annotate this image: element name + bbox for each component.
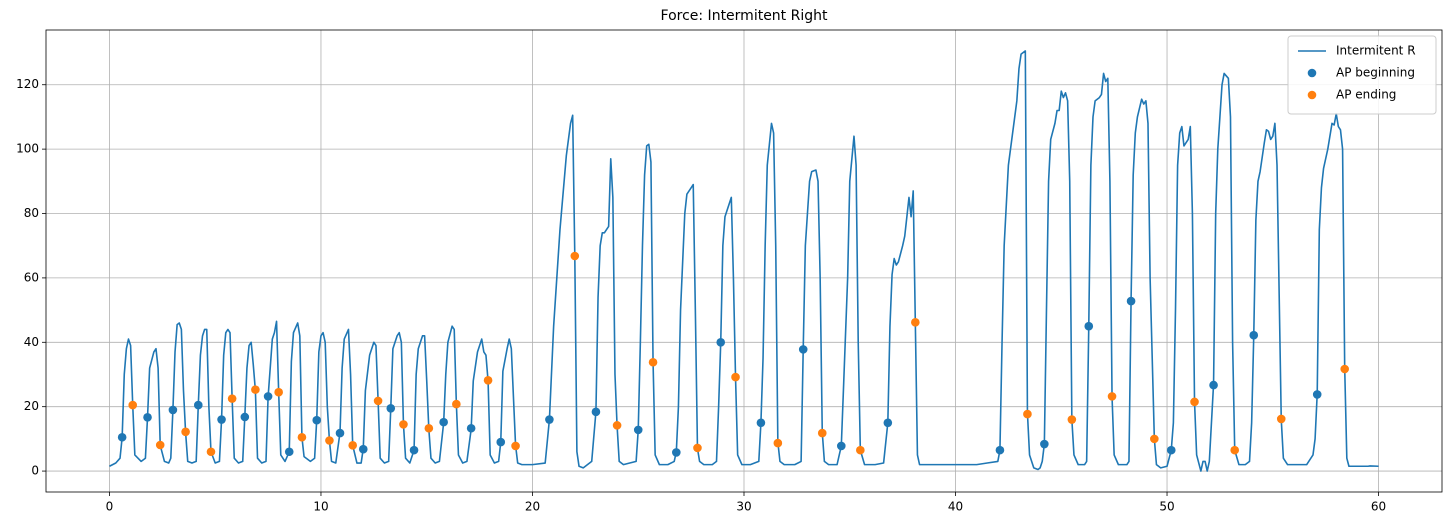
scatter-point bbox=[1209, 380, 1218, 390]
scatter-point bbox=[227, 394, 237, 403]
legend-box bbox=[1287, 35, 1437, 115]
scatter-point bbox=[693, 443, 702, 453]
x-tick-label: 0 bbox=[106, 500, 114, 514]
legend-swatch bbox=[1307, 68, 1317, 78]
scatter-point bbox=[193, 400, 203, 410]
y-tick-label: 0 bbox=[31, 464, 39, 478]
scatter-point bbox=[570, 251, 580, 261]
scatter-point bbox=[1040, 439, 1049, 449]
scatter-point bbox=[483, 375, 493, 385]
scatter-point bbox=[545, 415, 554, 424]
x-tick-label: 10 bbox=[313, 500, 328, 514]
scatter-point bbox=[358, 444, 368, 454]
scatter-point bbox=[117, 432, 127, 442]
scatter-point bbox=[1107, 392, 1117, 401]
scatter-point bbox=[798, 345, 808, 354]
legend-label: Intermitent R bbox=[1336, 44, 1416, 58]
scatter-point bbox=[251, 385, 260, 394]
scatter-point bbox=[648, 357, 658, 367]
scatter-point bbox=[591, 407, 601, 417]
scatter-point bbox=[1190, 397, 1199, 407]
y-tick-label: 60 bbox=[24, 270, 39, 284]
scatter-point bbox=[716, 337, 726, 347]
scatter-point bbox=[274, 387, 283, 397]
scatter-point bbox=[1230, 445, 1240, 455]
scatter-point bbox=[511, 441, 520, 451]
chart-title: Force: Intermitent Right bbox=[661, 8, 828, 24]
scatter-point bbox=[883, 418, 893, 428]
scatter-point bbox=[1067, 415, 1077, 424]
scatter-point bbox=[373, 396, 383, 406]
scatter-point bbox=[1150, 434, 1159, 444]
y-tick-label: 20 bbox=[24, 399, 39, 413]
legend-swatch bbox=[1307, 90, 1317, 100]
scatter-point bbox=[756, 418, 766, 428]
scatter-point bbox=[1166, 445, 1176, 455]
scatter-point bbox=[1023, 409, 1032, 419]
scatter-point bbox=[325, 436, 334, 445]
scatter-point bbox=[1126, 296, 1136, 306]
legend-label: AP beginning bbox=[1336, 66, 1415, 80]
legend-label: AP ending bbox=[1336, 88, 1396, 102]
scatter-point bbox=[995, 445, 1005, 455]
x-tick-label: 60 bbox=[1371, 500, 1386, 514]
scatter-point bbox=[168, 405, 178, 415]
scatter-point bbox=[424, 423, 434, 433]
scatter-point bbox=[817, 428, 827, 438]
scatter-point bbox=[672, 448, 681, 457]
legend: Intermitent R AP beginning AP ending bbox=[1287, 35, 1437, 115]
scatter-point bbox=[217, 415, 226, 424]
scatter-point bbox=[773, 438, 783, 448]
scatter-point bbox=[836, 441, 846, 451]
scatter-point bbox=[452, 399, 461, 409]
scatter-point bbox=[856, 445, 865, 455]
scatter-point bbox=[1340, 364, 1350, 374]
scatter-point bbox=[155, 440, 165, 450]
scatter-point bbox=[1312, 390, 1322, 399]
scatter-point bbox=[439, 417, 448, 427]
y-tick-label: 100 bbox=[16, 142, 39, 156]
scatter-point bbox=[1276, 414, 1286, 424]
scatter-point bbox=[1084, 321, 1094, 331]
scatter-point bbox=[633, 425, 643, 435]
y-tick-label: 40 bbox=[24, 335, 39, 349]
scatter-point bbox=[399, 420, 408, 429]
scatter-point bbox=[312, 415, 322, 425]
scatter-point bbox=[181, 427, 190, 437]
scatter-point bbox=[466, 423, 476, 433]
scatter-point bbox=[386, 403, 396, 413]
scatter-point bbox=[612, 421, 622, 430]
scatter-point bbox=[496, 437, 506, 447]
x-tick-label: 50 bbox=[1159, 500, 1174, 514]
scatter-point bbox=[409, 445, 419, 455]
x-tick-label: 20 bbox=[525, 500, 540, 514]
data-line bbox=[109, 50, 1379, 472]
scatter-point bbox=[348, 441, 357, 450]
scatter-point bbox=[263, 392, 273, 401]
plot-area bbox=[109, 50, 1379, 472]
y-tick-label: 80 bbox=[24, 206, 39, 220]
scatter-point bbox=[143, 413, 152, 422]
x-tick-label: 40 bbox=[948, 500, 963, 514]
scatter-point bbox=[731, 372, 740, 382]
scatter-point bbox=[335, 428, 345, 438]
scatter-point bbox=[297, 432, 307, 442]
scatter-point bbox=[911, 318, 920, 327]
scatter-point bbox=[284, 447, 294, 457]
scatter-point bbox=[206, 447, 216, 457]
x-tick-label: 30 bbox=[736, 500, 751, 514]
scatter-point bbox=[240, 412, 250, 422]
scatter-point bbox=[128, 400, 138, 410]
scatter-point bbox=[1249, 330, 1259, 340]
y-tick-label: 120 bbox=[16, 77, 39, 91]
